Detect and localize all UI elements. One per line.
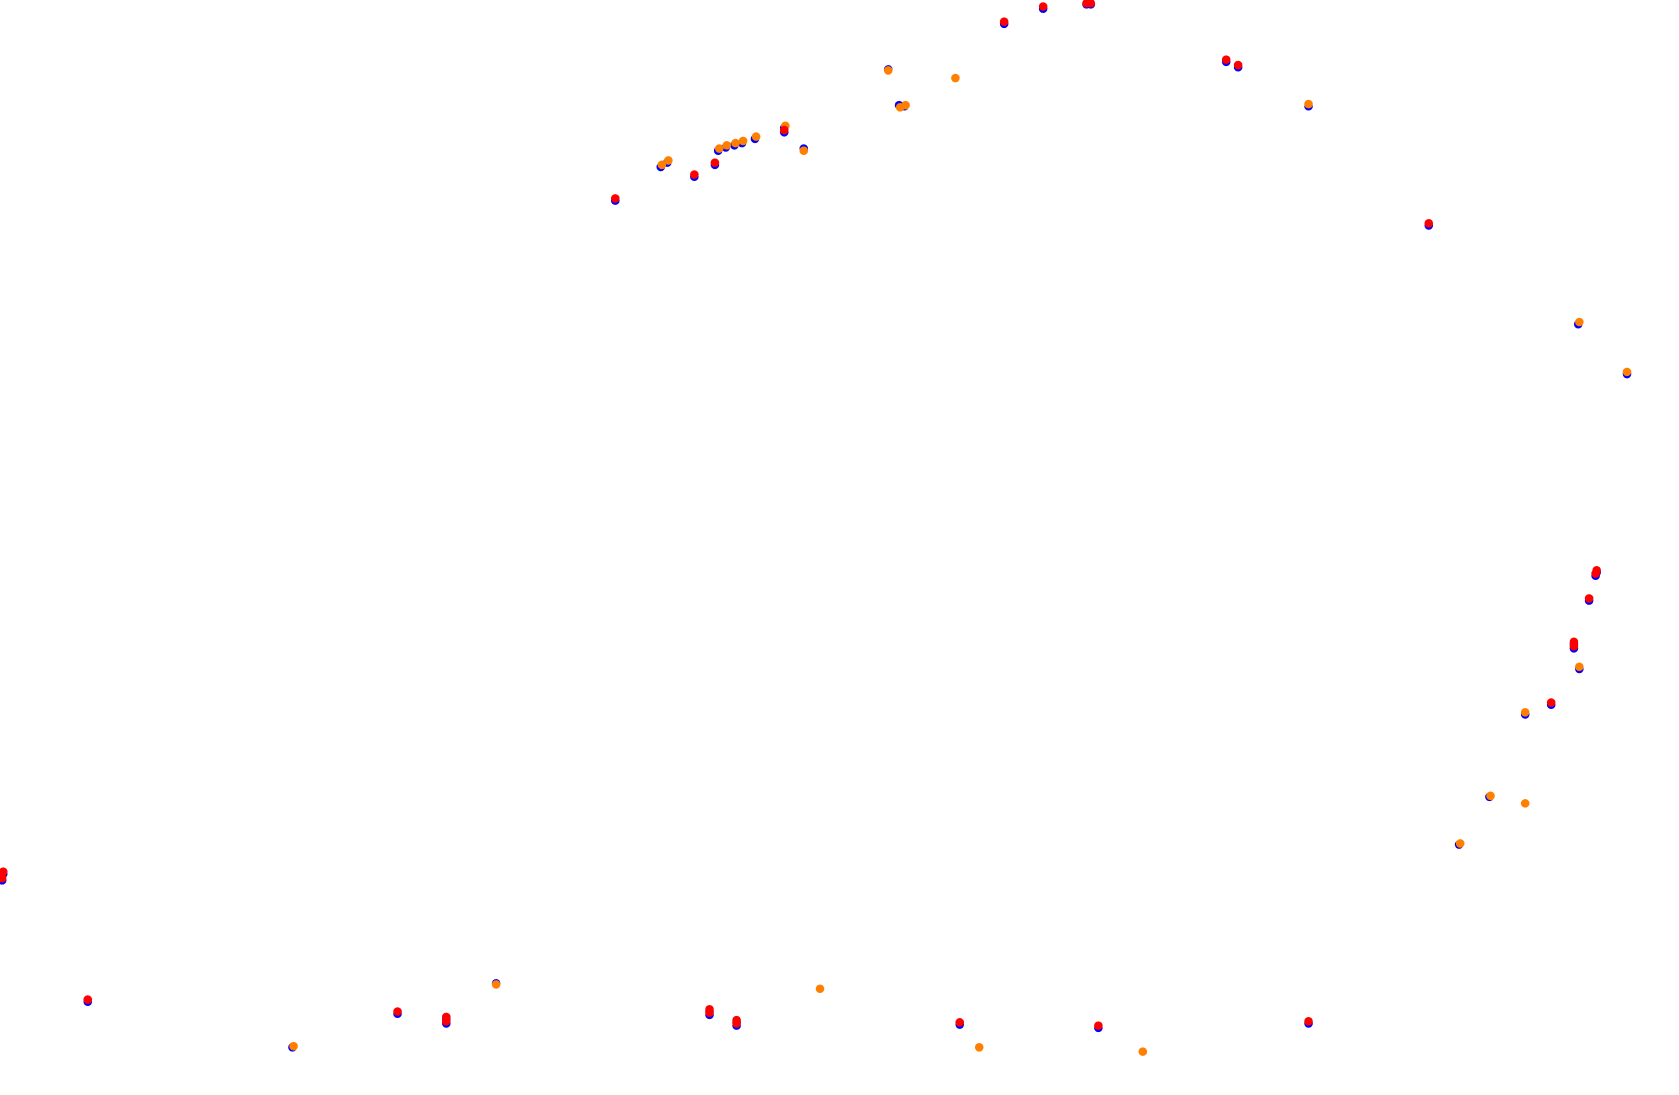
point: [1546, 698, 1556, 707]
point: [1304, 99, 1313, 109]
point: [799, 146, 809, 155]
point: [1138, 1047, 1148, 1056]
point: [722, 140, 732, 150]
point: [1086, 0, 1096, 8]
point: [732, 1019, 741, 1028]
point: [1575, 662, 1584, 672]
point: [1038, 2, 1048, 11]
point: [815, 984, 825, 994]
point: [1455, 839, 1465, 848]
point: [731, 138, 740, 148]
point: [83, 995, 93, 1004]
point: [393, 1007, 402, 1016]
point: [710, 158, 720, 167]
point: [779, 125, 789, 135]
point: [1304, 1016, 1313, 1026]
point: [289, 1041, 298, 1051]
point: [1584, 594, 1594, 603]
point: [1591, 569, 1600, 578]
point: [901, 100, 910, 110]
point: [738, 136, 748, 146]
point: [491, 980, 501, 989]
point: [1486, 791, 1495, 801]
point: [751, 132, 761, 141]
point: [0, 867, 8, 876]
point: [664, 156, 673, 165]
point: [1094, 1021, 1103, 1030]
point: [974, 1042, 984, 1052]
point: [999, 17, 1009, 26]
point: [657, 160, 667, 170]
point: [705, 1008, 714, 1017]
point: [955, 1018, 965, 1027]
point: [610, 194, 620, 203]
point: [883, 66, 893, 75]
point: [0, 873, 7, 883]
point: [1622, 367, 1632, 377]
point: [951, 73, 960, 83]
point: [690, 170, 699, 179]
point: [1575, 317, 1584, 327]
point: [1520, 799, 1530, 808]
point: [1569, 641, 1579, 651]
point: [441, 1016, 451, 1026]
point: [1233, 60, 1243, 70]
point: [1221, 55, 1231, 64]
point: [1424, 219, 1434, 228]
point: [1520, 707, 1530, 717]
point: [714, 144, 724, 153]
